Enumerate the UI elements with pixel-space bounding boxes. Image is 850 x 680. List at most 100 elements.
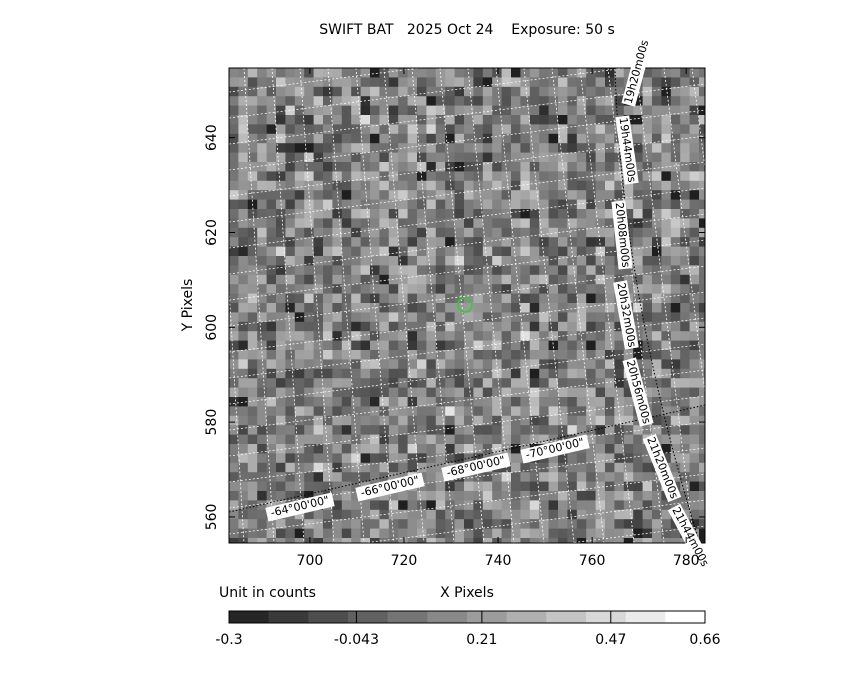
image-cell — [257, 124, 268, 135]
colorbar-label: Unit in counts — [219, 585, 316, 601]
colorbar-tick-label: 0.47 — [595, 632, 626, 648]
image-cell — [670, 171, 681, 182]
image-cell — [323, 425, 333, 436]
image-cell — [341, 425, 352, 436]
image-cell — [482, 152, 493, 163]
image-cell — [473, 218, 484, 229]
image-cell — [313, 528, 324, 539]
image-cell — [285, 284, 296, 295]
image-cell — [257, 265, 268, 276]
image-cell — [661, 293, 672, 304]
image-cell — [511, 359, 521, 370]
image-cell — [304, 340, 315, 351]
image-cell — [426, 491, 437, 501]
image-cell — [407, 368, 418, 379]
image-cell — [548, 115, 559, 125]
image-cell — [492, 68, 503, 78]
image-cell — [539, 462, 550, 473]
image-cell — [266, 368, 277, 379]
image-cell — [595, 284, 606, 295]
image-cell — [435, 218, 446, 229]
image-cell — [473, 519, 484, 530]
image-cell — [304, 105, 315, 116]
image-cell — [407, 227, 418, 238]
image-cell — [548, 227, 559, 238]
image-cell — [492, 340, 503, 351]
image-cell — [586, 68, 597, 78]
image-cell — [511, 256, 521, 266]
image-cell — [595, 209, 606, 219]
image-cell — [595, 500, 606, 511]
image-cell — [285, 199, 296, 210]
image-cell — [642, 491, 653, 501]
image-cell — [341, 415, 352, 426]
image-cell — [567, 415, 578, 426]
image-cell — [417, 190, 427, 201]
image-cell — [229, 397, 239, 407]
image-cell — [464, 105, 474, 116]
image-cell — [689, 227, 700, 238]
image-cell — [351, 152, 362, 163]
image-cell — [586, 359, 597, 370]
image-cell — [229, 274, 239, 285]
image-cell — [661, 425, 672, 436]
image-cell — [576, 312, 587, 323]
image-cell — [341, 321, 352, 332]
image-cell — [482, 199, 493, 210]
image-cell — [473, 133, 484, 144]
image-cell — [388, 434, 399, 445]
image-cell — [567, 265, 578, 276]
image-cell — [388, 340, 399, 351]
image-cell — [360, 133, 371, 144]
image-cell — [661, 359, 672, 370]
image-cell — [586, 350, 597, 360]
image-cell — [417, 425, 427, 436]
image-cell — [464, 190, 474, 201]
image-cell — [351, 528, 362, 539]
coord-grid-line — [243, 68, 275, 543]
image-cell — [238, 303, 249, 313]
image-cell — [238, 115, 249, 125]
image-cell — [247, 218, 258, 229]
image-cell — [294, 350, 305, 360]
image-cell — [558, 115, 568, 125]
image-cell — [445, 350, 456, 360]
image-cell — [605, 538, 615, 543]
image-cell — [370, 425, 380, 436]
image-cell — [398, 321, 409, 332]
image-cell — [689, 500, 700, 511]
image-cell — [501, 190, 512, 201]
image-cell — [426, 500, 437, 511]
image-cell — [548, 293, 559, 304]
image-cell — [520, 500, 531, 511]
image-cell — [379, 124, 390, 135]
image-cell — [351, 415, 362, 426]
image-cell — [435, 199, 446, 210]
image-cell — [652, 284, 662, 295]
image-cell — [257, 237, 268, 248]
image-cell — [511, 491, 521, 501]
image-cell — [370, 397, 380, 407]
image-cell — [294, 124, 305, 135]
image-cell — [407, 265, 418, 276]
image-cell — [266, 378, 277, 389]
image-cell — [595, 274, 606, 285]
image-cell — [680, 171, 691, 182]
image-cell — [482, 143, 493, 154]
image-cell — [388, 500, 399, 511]
image-cell — [473, 143, 484, 154]
image-cell — [435, 331, 446, 342]
image-cell — [426, 293, 437, 304]
image-cell — [360, 246, 371, 257]
image-cell — [520, 162, 531, 172]
image-cell — [323, 312, 333, 323]
image-cell — [633, 359, 644, 370]
image-cell — [473, 406, 484, 417]
image-cell — [332, 256, 343, 266]
image-cell — [605, 180, 615, 191]
image-cell — [699, 180, 705, 191]
image-cell — [680, 96, 691, 107]
image-cell — [313, 180, 324, 191]
image-cell — [464, 434, 474, 445]
image-cell — [247, 321, 258, 332]
